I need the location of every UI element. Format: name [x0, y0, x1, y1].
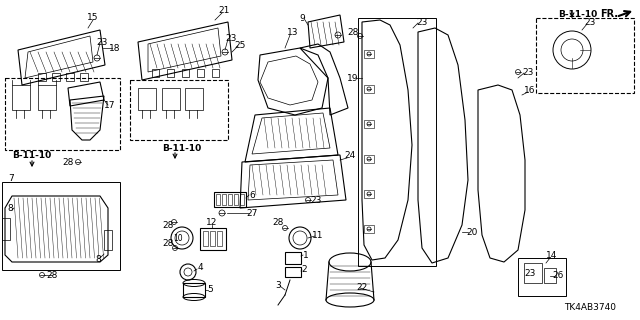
- Bar: [138, 88, 156, 110]
- Bar: [240, 194, 244, 205]
- Text: 13: 13: [287, 28, 299, 36]
- Bar: [364, 50, 374, 58]
- Text: 28: 28: [62, 157, 74, 166]
- Bar: [285, 267, 301, 277]
- Text: 23: 23: [310, 196, 322, 204]
- Text: 8: 8: [7, 204, 13, 212]
- Text: 28: 28: [163, 238, 173, 247]
- Bar: [216, 194, 220, 205]
- Text: 23: 23: [522, 68, 534, 76]
- Bar: [285, 252, 301, 264]
- Bar: [358, 18, 436, 266]
- Text: 28: 28: [46, 270, 58, 279]
- Text: 28: 28: [348, 28, 358, 36]
- Bar: [544, 268, 556, 283]
- Bar: [152, 69, 159, 77]
- Bar: [203, 231, 208, 246]
- Text: 17: 17: [104, 100, 116, 109]
- Text: 5: 5: [207, 285, 213, 294]
- Bar: [80, 73, 88, 81]
- Bar: [228, 194, 232, 205]
- Text: 23: 23: [524, 269, 536, 278]
- Bar: [52, 73, 60, 81]
- Bar: [222, 194, 226, 205]
- Bar: [183, 283, 205, 297]
- Text: 9: 9: [299, 13, 305, 22]
- Text: 26: 26: [552, 270, 564, 279]
- Bar: [212, 69, 219, 77]
- Bar: [364, 155, 374, 163]
- Text: B-11-10: B-11-10: [12, 150, 52, 159]
- Bar: [2, 182, 120, 270]
- Bar: [66, 73, 74, 81]
- Text: 8: 8: [95, 255, 101, 265]
- Text: 23: 23: [225, 34, 237, 43]
- Bar: [5, 78, 120, 150]
- Text: 23: 23: [96, 37, 108, 46]
- Text: 11: 11: [312, 230, 324, 239]
- Bar: [38, 85, 56, 110]
- Bar: [167, 69, 174, 77]
- Bar: [234, 194, 238, 205]
- Bar: [200, 228, 226, 250]
- Text: B-11-10: B-11-10: [163, 143, 202, 153]
- Text: 16: 16: [524, 85, 536, 94]
- Text: 23: 23: [416, 18, 428, 27]
- Bar: [162, 88, 180, 110]
- Text: 1: 1: [303, 251, 309, 260]
- Text: 3: 3: [275, 281, 281, 290]
- Bar: [210, 231, 215, 246]
- Bar: [12, 85, 30, 110]
- Text: 18: 18: [109, 44, 121, 52]
- Text: 14: 14: [547, 252, 557, 260]
- Text: 28: 28: [163, 220, 173, 229]
- Text: 15: 15: [87, 12, 99, 21]
- Text: 22: 22: [356, 284, 367, 292]
- Text: 27: 27: [246, 209, 258, 218]
- Bar: [130, 80, 228, 140]
- Text: 6: 6: [249, 190, 255, 199]
- Text: 2: 2: [301, 266, 307, 275]
- Text: 10: 10: [173, 234, 183, 243]
- Bar: [364, 85, 374, 93]
- Text: 21: 21: [218, 5, 230, 14]
- Text: 7: 7: [8, 173, 13, 182]
- Text: 19: 19: [348, 74, 359, 83]
- Text: B-11-10: B-11-10: [558, 10, 598, 19]
- Text: 4: 4: [197, 263, 203, 273]
- Bar: [364, 120, 374, 128]
- Text: 23: 23: [584, 18, 596, 27]
- Bar: [2, 218, 10, 240]
- Bar: [214, 192, 246, 207]
- Text: 24: 24: [344, 150, 356, 159]
- Text: 20: 20: [467, 228, 477, 236]
- Text: FR.: FR.: [600, 9, 618, 19]
- Bar: [38, 73, 46, 81]
- Bar: [182, 69, 189, 77]
- Bar: [197, 69, 204, 77]
- Bar: [536, 18, 634, 93]
- Bar: [185, 88, 203, 110]
- Bar: [364, 225, 374, 233]
- Bar: [518, 258, 566, 296]
- Text: TK4AB3740: TK4AB3740: [564, 303, 616, 313]
- Bar: [217, 231, 222, 246]
- Text: 12: 12: [206, 218, 218, 227]
- Bar: [104, 230, 112, 250]
- Text: 25: 25: [234, 41, 246, 50]
- Text: 28: 28: [272, 218, 284, 227]
- Bar: [524, 263, 542, 283]
- Bar: [364, 190, 374, 198]
